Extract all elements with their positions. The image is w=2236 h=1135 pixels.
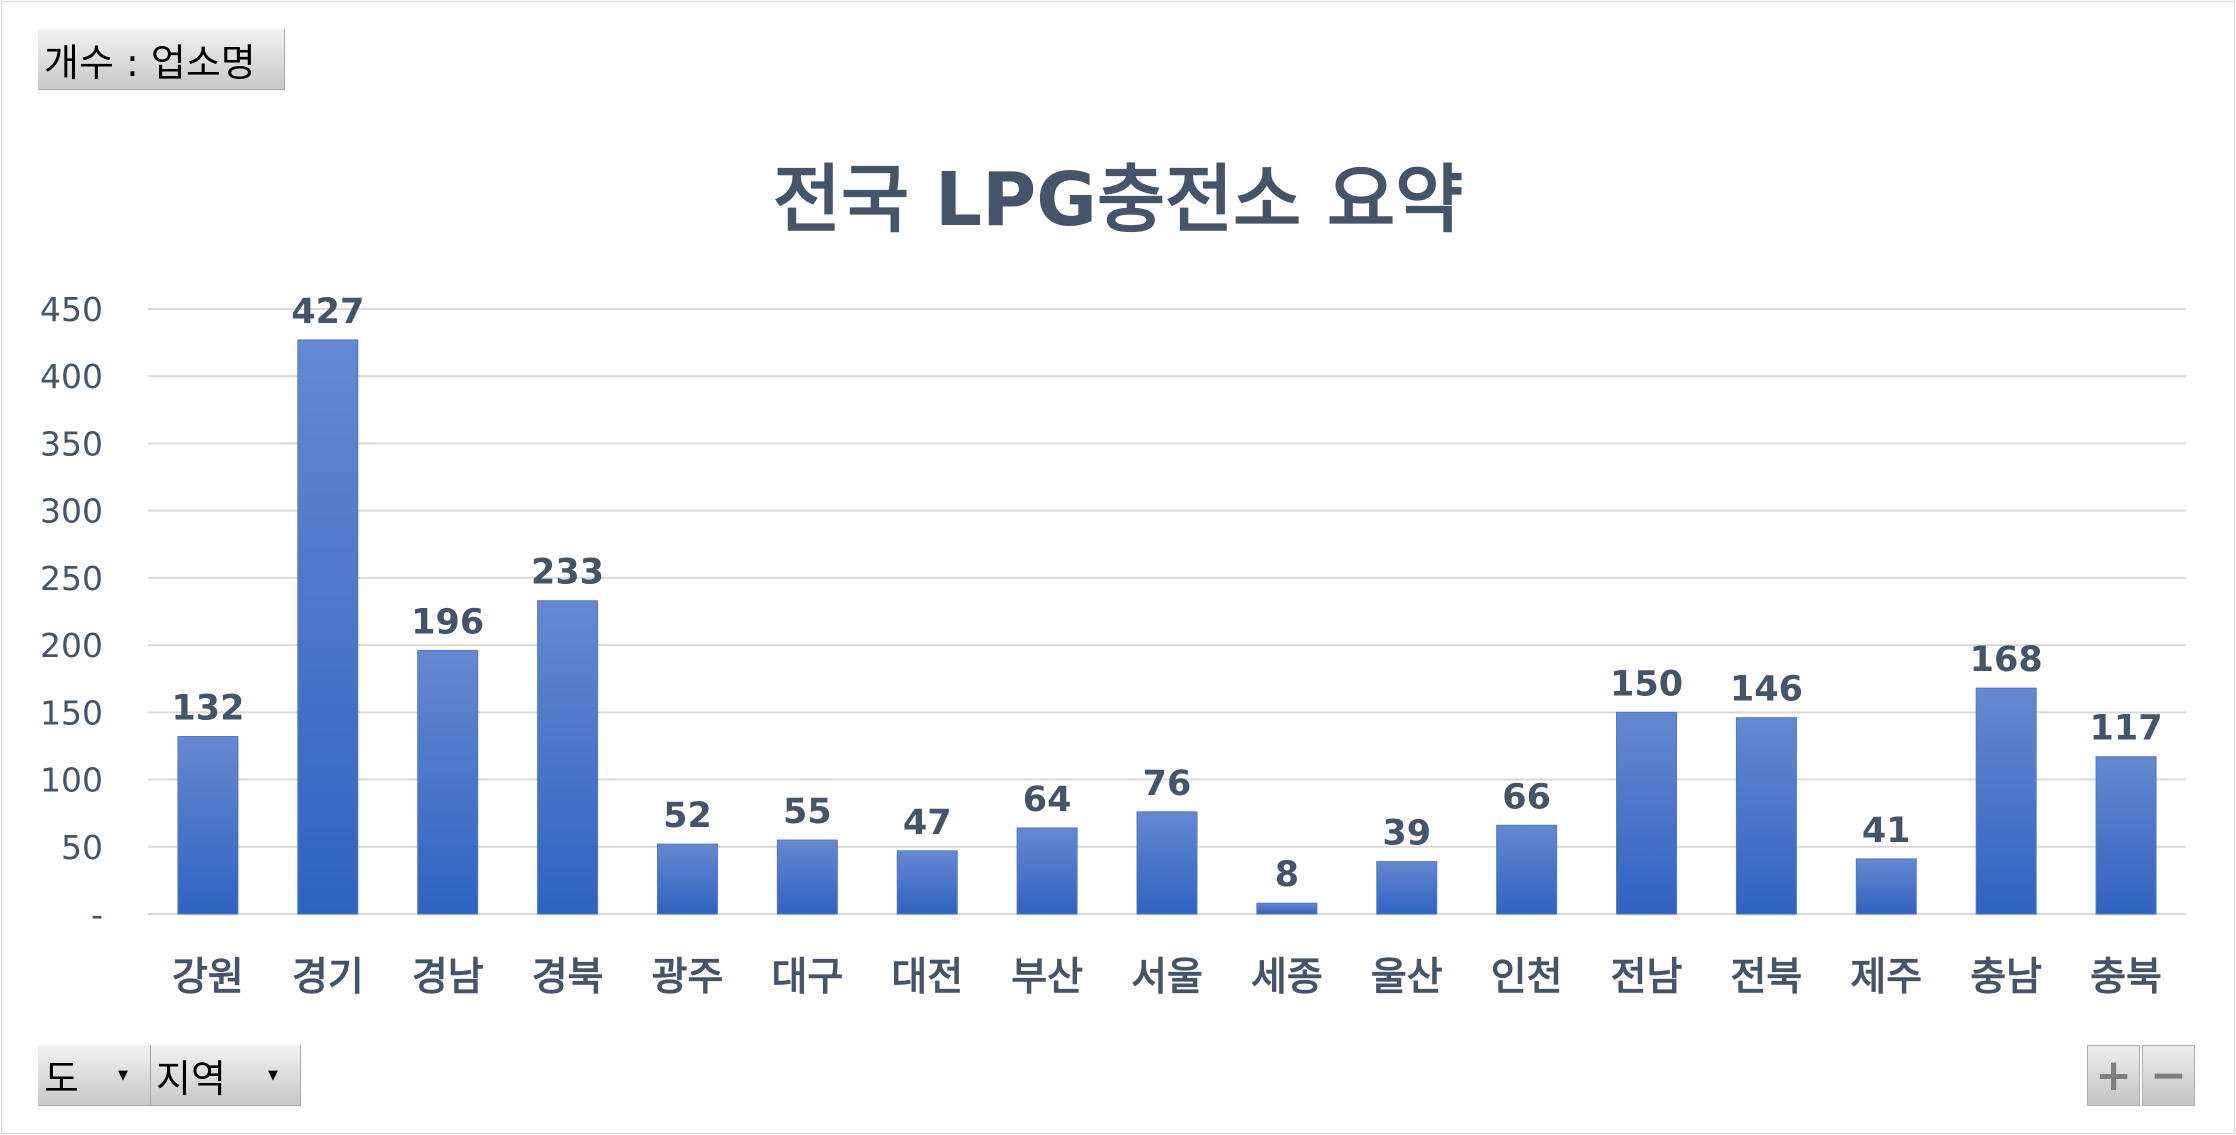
expand-field-button[interactable]: + (2087, 1045, 2140, 1106)
bar (1855, 858, 1917, 915)
x-tick-label: 경기 (292, 955, 364, 1000)
plus-icon: + (2095, 1049, 2132, 1101)
data-label: 132 (171, 689, 244, 729)
bar (896, 850, 958, 915)
axis-field-region-label: 지역 (156, 1056, 226, 1101)
data-label: 196 (411, 602, 484, 642)
bar (1616, 711, 1678, 915)
data-label: 150 (1610, 664, 1683, 704)
x-tick-label: 제주 (1850, 955, 1922, 1000)
minus-icon: − (2150, 1049, 2187, 1101)
x-tick-label: 대전 (891, 955, 963, 1000)
x-tick-label: 충남 (1970, 955, 2042, 1000)
bar (776, 839, 838, 915)
value-field-label: 개수 : 업소명 (44, 40, 256, 85)
dropdown-arrow-icon[interactable]: ▼ (118, 1067, 128, 1083)
y-tick-label: - (91, 895, 103, 934)
bar (297, 339, 359, 915)
bar (1735, 717, 1797, 915)
collapse-field-button[interactable]: − (2142, 1045, 2195, 1106)
x-tick-label: 부산 (1011, 955, 1083, 1000)
x-tick-label: 서울 (1131, 955, 1203, 1000)
y-tick-label: 100 (40, 761, 103, 800)
bar (177, 736, 239, 915)
bar (656, 843, 718, 915)
axis-field-region-button[interactable]: 지역 ▼ (151, 1045, 301, 1106)
dropdown-arrow-icon[interactable]: ▼ (268, 1067, 278, 1083)
data-label: 41 (1862, 811, 1911, 851)
data-label: 76 (1143, 764, 1192, 804)
x-tick-label: 경북 (532, 955, 604, 1000)
data-label: 47 (903, 803, 952, 843)
data-label: 146 (1730, 670, 1803, 710)
x-tick-label: 인천 (1491, 955, 1563, 1000)
data-label: 168 (1970, 640, 2043, 680)
y-tick-label: 450 (40, 290, 103, 329)
x-tick-label: 세종 (1251, 955, 1323, 1000)
data-label: 8 (1275, 855, 1299, 895)
y-tick-label: 250 (40, 559, 103, 598)
axis-field-do-label: 도 (44, 1056, 79, 1101)
x-tick-label: 강원 (172, 955, 244, 1000)
bar (537, 600, 599, 915)
data-label: 64 (1023, 780, 1072, 820)
data-label: 52 (663, 796, 712, 836)
x-tick-label: 경남 (412, 955, 484, 1000)
bar (1376, 861, 1438, 915)
bar (1975, 687, 2037, 915)
x-tick-label: 대구 (771, 955, 843, 1000)
data-label: 39 (1382, 814, 1431, 854)
data-label: 427 (291, 292, 364, 332)
x-tick-label: 충북 (2090, 955, 2162, 1000)
y-tick-label: 150 (40, 693, 103, 732)
y-tick-label: 50 (61, 828, 103, 867)
x-tick-label: 전남 (1611, 955, 1683, 1000)
bar (2095, 756, 2157, 915)
data-label: 55 (783, 792, 832, 832)
y-tick-label: 400 (40, 357, 103, 396)
x-tick-label: 광주 (652, 955, 724, 1000)
y-tick-label: 350 (40, 424, 103, 463)
axis-field-do-button[interactable]: 도 ▼ (38, 1045, 151, 1106)
data-label: 233 (531, 553, 604, 593)
bar (417, 649, 479, 915)
data-label: 117 (2090, 709, 2163, 749)
y-tick-label: 300 (40, 492, 103, 531)
value-field-button[interactable]: 개수 : 업소명 (38, 29, 285, 90)
data-label: 66 (1502, 777, 1551, 817)
y-tick-label: 200 (40, 626, 103, 665)
bar (1496, 824, 1558, 915)
bar (1136, 811, 1198, 915)
x-tick-label: 전북 (1731, 955, 1803, 1000)
chart-title: 전국 LPG충전소 요약 (772, 157, 1464, 243)
bar (1016, 827, 1078, 915)
bar (1256, 902, 1318, 915)
x-tick-label: 울산 (1371, 955, 1443, 1000)
